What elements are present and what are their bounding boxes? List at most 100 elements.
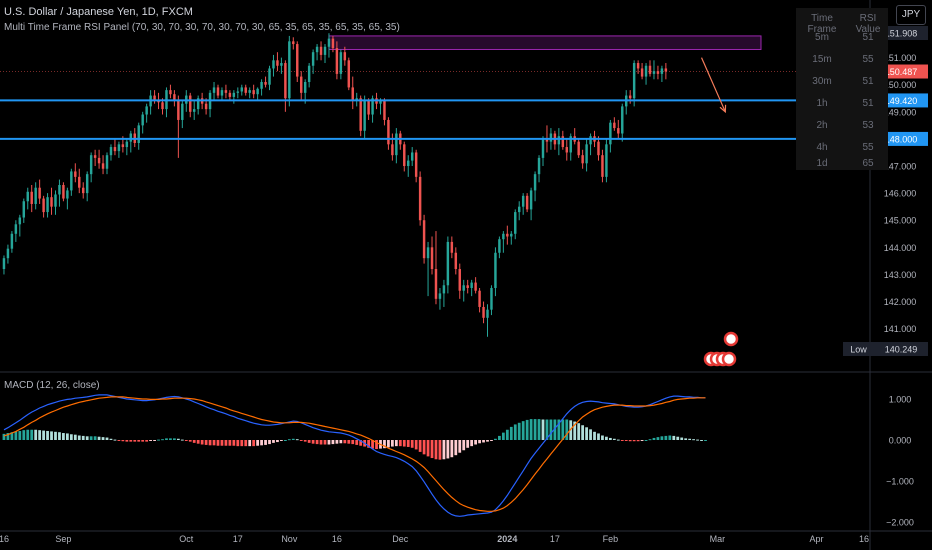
macd-histogram-bar [628,440,632,442]
candle-body [422,220,426,259]
candle-body [248,90,251,93]
macd-histogram-bar [430,440,434,459]
macd-histogram-bar [581,425,585,440]
price-tick-label: 144.000 [884,243,917,253]
candle-body [276,60,279,66]
candle-body [621,106,624,134]
macd-histogram-bar [105,437,109,440]
candle-body [636,63,640,69]
candle-body [260,82,263,89]
macd-histogram-bar [466,440,470,448]
symbol-title: U.S. Dollar / Japanese Yen, 1D, FXCM [4,6,193,18]
candle-body [391,144,394,156]
macd-histogram-bar [339,440,343,444]
currency-button[interactable]: JPY [896,5,926,25]
macd-histogram-bar [672,435,676,440]
candle-body [482,306,485,318]
candle-body [101,163,105,169]
price-tick-label: 142.000 [884,297,917,307]
projection-arrow [700,57,726,113]
candle-body [478,290,481,307]
macd-histogram-bar [394,440,398,447]
candle-body [525,195,529,210]
candle-body [371,98,374,115]
rsi-row-value: 55 [862,54,874,65]
macd-histogram-bar [422,440,426,455]
macd-histogram-bar [145,440,149,442]
candle-body [307,65,311,83]
candle-body [533,174,537,191]
macd-histogram-bar [38,430,42,440]
macd-histogram-bar [18,430,22,440]
macd-histogram-bar [601,435,604,440]
macd-histogram-bar [327,440,331,445]
candle-body [311,52,315,66]
macd-histogram-bar [268,440,271,445]
macd-histogram-bar [176,438,180,440]
time-tick-label: Mar [710,534,726,544]
candle-body [66,190,69,199]
macd-histogram-bar [319,440,323,445]
time-tick-label: Oct [179,534,194,544]
macd-pane[interactable] [2,394,707,517]
candle-body [561,136,565,148]
rsi-row-timeframe: 1d [816,158,828,169]
candle-body [494,252,497,288]
macd-histogram-bar [656,437,660,440]
macd-histogram-bar [283,440,287,441]
candle-body [141,114,144,126]
candle-body [351,87,354,101]
candle-body [82,187,85,194]
macd-histogram-bar [252,440,256,447]
candle-body [62,184,65,199]
price-tick-label: 149.000 [884,107,917,117]
macd-histogram-bar [478,440,481,444]
macd-histogram-bar [418,440,422,452]
candle-body [458,269,461,291]
macd-histogram-bar [704,440,707,441]
candle-body [42,198,45,213]
price-pane[interactable] [0,33,932,373]
macd-histogram-bar [220,440,224,446]
macd-histogram-bar [117,440,121,441]
macd-histogram-bar [446,440,450,459]
macd-histogram-bar [505,429,509,440]
macd-histogram-bar [2,433,6,440]
macd-histogram-bar [69,434,73,440]
candle-body [121,144,125,148]
macd-axis[interactable]: 1.000 0.000 −1.000 −2.000 [886,395,914,528]
candle-body [212,87,216,93]
candle-body [280,63,283,66]
macd-histogram-bar [109,438,113,440]
macd-histogram-bar [387,440,390,448]
macd-histogram-bar [232,440,236,446]
macd-histogram-bar [367,440,370,448]
time-tick-label: Apr [809,534,823,544]
candle-body [462,285,465,291]
macd-title: MACD (12, 26, close) [4,380,100,391]
candle-body [18,217,22,225]
macd-histogram-bar [442,440,446,460]
rsi-row: 2h 53 [796,120,888,142]
candle-body [14,224,18,234]
candle-body [299,76,303,93]
candle-body [656,71,660,74]
macd-histogram-bar [648,439,652,441]
time-axis[interactable]: 16 Sep Oct 17 Nov 16 Dec 2024 17 Feb Mar Apr 16 [0,530,932,544]
macd-histogram-bar [684,438,688,440]
candle-body [339,52,343,74]
macd-histogram-bar [280,440,283,441]
macd-histogram-bar [696,439,699,441]
candle-body [585,144,588,164]
rsi-panel: Time Frame RSI Value 5m 51 15m 55 30m 51… [796,8,888,170]
macd-histogram-bar [224,440,228,446]
macd-histogram-bar [303,440,307,442]
price-tick-label: 143.000 [884,270,917,280]
time-tick-label: 16 [332,534,342,544]
macd-histogram-bar [688,438,692,440]
candle-body [450,241,454,253]
candle-body [137,125,140,143]
candle-body [359,98,362,131]
macd-histogram-bar [553,419,557,440]
